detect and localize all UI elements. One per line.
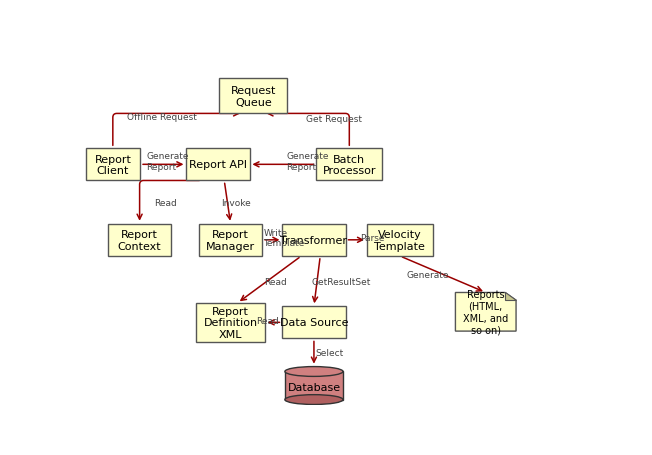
Polygon shape xyxy=(505,293,516,301)
Text: Read: Read xyxy=(265,278,287,287)
Text: Get Request: Get Request xyxy=(306,115,363,124)
Ellipse shape xyxy=(285,395,343,404)
FancyBboxPatch shape xyxy=(367,224,433,257)
Text: Offline Request: Offline Request xyxy=(127,113,197,122)
FancyBboxPatch shape xyxy=(199,224,262,257)
FancyBboxPatch shape xyxy=(316,149,382,181)
Text: Transformer: Transformer xyxy=(280,235,348,245)
Text: Report
Context: Report Context xyxy=(118,229,162,251)
Text: Generate
Report: Generate Report xyxy=(146,152,188,171)
Polygon shape xyxy=(455,293,516,331)
Text: Select: Select xyxy=(315,348,343,357)
Text: Data Source: Data Source xyxy=(280,318,348,328)
Text: Database: Database xyxy=(288,383,340,392)
FancyBboxPatch shape xyxy=(108,224,171,257)
Text: Report
Client: Report Client xyxy=(95,154,131,176)
FancyBboxPatch shape xyxy=(285,372,343,399)
Text: Batch
Processor: Batch Processor xyxy=(323,154,376,176)
Text: Read: Read xyxy=(154,198,177,207)
Text: Generate
Report: Generate Report xyxy=(286,152,329,171)
Text: Read: Read xyxy=(256,316,279,325)
Text: Generate: Generate xyxy=(406,270,449,279)
FancyBboxPatch shape xyxy=(85,149,140,181)
Text: GetResultSet: GetResultSet xyxy=(312,278,371,287)
Text: Write
Template: Write Template xyxy=(263,228,304,248)
Text: Invoke: Invoke xyxy=(222,198,251,207)
FancyBboxPatch shape xyxy=(219,79,288,114)
Ellipse shape xyxy=(285,367,343,377)
Text: Request
Queue: Request Queue xyxy=(231,86,276,107)
Text: Velocity
Template: Velocity Template xyxy=(374,229,425,251)
Text: Report
Manager: Report Manager xyxy=(206,229,255,251)
Text: Report
Definition
XML: Report Definition XML xyxy=(203,306,258,339)
FancyBboxPatch shape xyxy=(282,307,346,339)
Text: Report API: Report API xyxy=(189,160,247,170)
FancyBboxPatch shape xyxy=(196,303,265,342)
Text: Reports
(HTML,
XML, and
so on): Reports (HTML, XML, and so on) xyxy=(463,290,509,334)
Text: Parse: Parse xyxy=(361,233,385,243)
FancyBboxPatch shape xyxy=(186,149,250,181)
FancyBboxPatch shape xyxy=(282,224,346,257)
